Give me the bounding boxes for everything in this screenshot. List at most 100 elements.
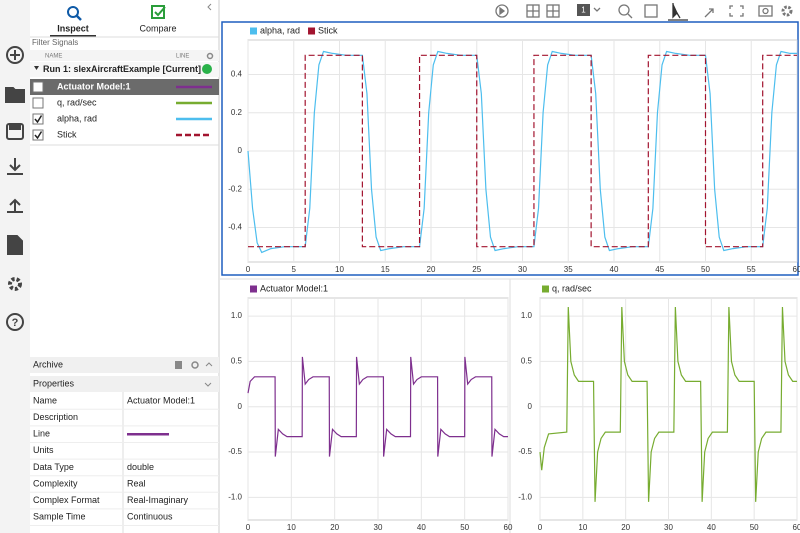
x-tick-label: 45	[655, 265, 664, 274]
run-row[interactable]	[30, 62, 219, 77]
archive-label[interactable]: Archive	[33, 359, 63, 369]
legend-label: Stick	[318, 25, 338, 35]
selected-plot-frame[interactable]	[221, 21, 799, 276]
run-label[interactable]: Run 1: slexAircraftExample [Current]	[43, 64, 201, 74]
x-tick-label: 40	[417, 523, 426, 532]
column-header	[30, 50, 219, 61]
checkbox[interactable]	[32, 129, 44, 141]
x-tick-label: 30	[374, 523, 383, 532]
x-tick-label: 40	[610, 265, 619, 274]
settings-icon[interactable]	[8, 277, 22, 291]
x-tick-label: 0	[246, 265, 251, 274]
series-line	[247, 356, 508, 457]
properties-title[interactable]: Properties	[33, 378, 75, 388]
x-tick-label: 10	[335, 265, 344, 274]
y-tick-label: -1.0	[228, 492, 242, 501]
property-label: Complex Format	[33, 495, 100, 505]
y-tick-label: 0	[238, 402, 243, 411]
column-label: LINE	[176, 54, 189, 60]
column-label: NAME	[45, 54, 62, 60]
property-value: double	[127, 462, 154, 472]
tab-label[interactable]: Inspect	[57, 23, 89, 33]
checkbox[interactable]	[32, 81, 44, 93]
legend-swatch	[308, 27, 316, 35]
series-line	[248, 54, 797, 248]
filter-label[interactable]: Filter Signals	[32, 38, 78, 47]
signal-name[interactable]: alpha, rad	[57, 113, 97, 123]
series-line	[247, 50, 797, 254]
export-icon[interactable]	[7, 198, 23, 213]
icon-rail	[0, 0, 30, 533]
property-label: Units	[33, 445, 54, 455]
x-tick-label: 10	[578, 523, 587, 532]
property-label: Data Type	[33, 462, 74, 472]
x-tick-label: 50	[460, 523, 469, 532]
property-label: Sample Time	[33, 512, 86, 522]
expand-button[interactable]	[704, 8, 714, 18]
x-tick-label: 35	[564, 265, 573, 274]
snapshot-button[interactable]	[758, 5, 773, 17]
x-tick-label: 20	[427, 265, 436, 274]
signal-name[interactable]: q, rad/sec	[57, 97, 97, 107]
open-icon[interactable]	[5, 87, 25, 103]
settings-button[interactable]	[781, 5, 793, 17]
fit-button[interactable]	[644, 4, 658, 18]
legend-label: Actuator Model:1	[260, 283, 328, 293]
x-tick-label: 25	[472, 265, 481, 274]
x-tick-label: 5	[292, 265, 297, 274]
x-tick-label: 0	[246, 523, 251, 532]
x-tick-label: 55	[747, 265, 756, 274]
x-tick-label: 30	[664, 523, 673, 532]
x-tick-label: 0	[538, 523, 543, 532]
properties-header[interactable]	[30, 376, 219, 392]
y-tick-label: 0.5	[231, 357, 243, 366]
property-value: Real	[127, 478, 146, 488]
help-glyph: ?	[12, 317, 19, 329]
check-mark	[34, 131, 43, 140]
x-tick-label: 60	[793, 265, 800, 274]
archive-header[interactable]	[30, 357, 219, 373]
inspect-icon	[67, 6, 79, 18]
y-tick-label: 0.4	[231, 70, 243, 79]
y-tick-label: 1.0	[231, 311, 243, 320]
layout-count[interactable]	[577, 4, 590, 16]
property-value: Continuous	[127, 512, 173, 522]
signal-name[interactable]: Actuator Model:1	[57, 81, 131, 91]
x-tick-label: 15	[381, 265, 390, 274]
collapse-icon[interactable]	[207, 3, 212, 11]
fullscreen-button[interactable]	[729, 5, 744, 17]
property-label: Complexity	[33, 478, 78, 488]
legend-label: q, rad/sec	[552, 283, 592, 293]
y-tick-label: -0.2	[228, 184, 242, 193]
cursor-button[interactable]	[672, 3, 681, 19]
help-icon[interactable]	[6, 313, 24, 331]
series-line	[539, 307, 797, 502]
x-tick-label: 30	[518, 265, 527, 274]
x-tick-label: 50	[750, 523, 759, 532]
checkbox[interactable]	[32, 97, 44, 109]
import-icon[interactable]	[7, 158, 23, 175]
tab-label[interactable]: Compare	[139, 23, 176, 33]
y-tick-label: -0.5	[228, 447, 242, 456]
y-tick-label: -0.5	[518, 447, 532, 456]
legend-swatch	[542, 285, 549, 293]
y-tick-label: -0.4	[228, 223, 242, 232]
x-tick-label: 60	[504, 523, 513, 532]
layout-count-label: 1	[581, 6, 586, 15]
x-tick-label: 40	[707, 523, 716, 532]
report-icon[interactable]	[7, 235, 23, 255]
property-label: Name	[33, 395, 57, 405]
x-tick-label: 60	[793, 523, 800, 532]
checkbox[interactable]	[32, 113, 44, 125]
new-icon[interactable]	[6, 46, 24, 64]
check-mark	[34, 115, 43, 124]
y-tick-label: 0.5	[521, 357, 533, 366]
compare-icon	[151, 5, 165, 19]
zoom-button[interactable]	[618, 4, 630, 16]
toolbar	[495, 3, 793, 21]
signal-name[interactable]: Stick	[57, 129, 77, 139]
x-tick-label: 20	[330, 523, 339, 532]
replay-button[interactable]	[495, 4, 509, 18]
y-tick-label: 0	[528, 402, 533, 411]
y-tick-label: 1.0	[521, 311, 533, 320]
